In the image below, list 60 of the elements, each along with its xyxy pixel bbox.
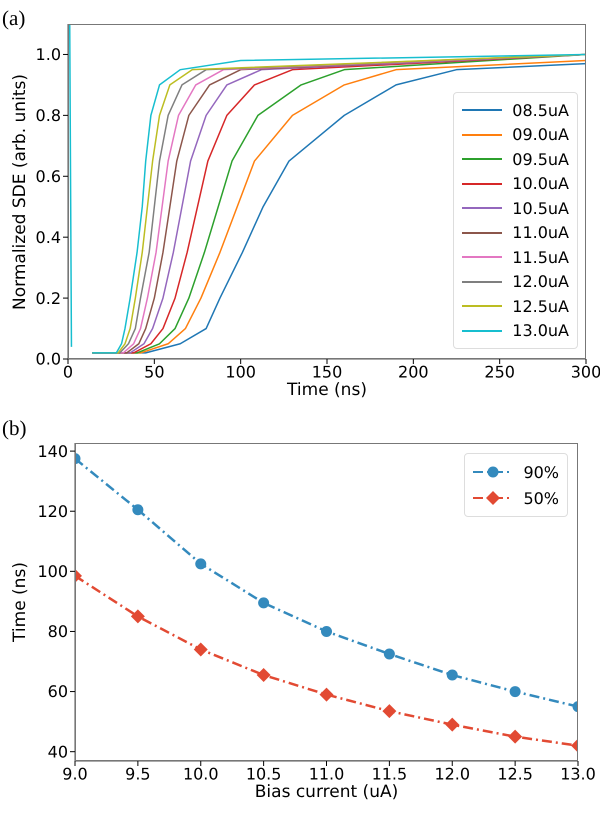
x-tick-label: 12.5	[497, 764, 533, 784]
x-tick-label: 9.5	[125, 764, 151, 784]
y-tick-label: 100	[37, 562, 68, 582]
y-tick-label: 0.4	[36, 228, 61, 247]
point	[195, 558, 206, 570]
y-tick-label: 0.6	[36, 166, 61, 186]
legend-label: 08.5uA	[512, 100, 569, 120]
point	[258, 597, 270, 608]
x-tick-label: 50	[144, 362, 165, 382]
x-tick-label: 11.5	[372, 764, 408, 784]
point	[508, 730, 522, 744]
x-tick-label: 0	[62, 362, 74, 382]
x-axis-title: Bias current (uA)	[254, 782, 400, 802]
legend-label: 12.0uA	[512, 272, 569, 292]
legend-label: 90%	[523, 462, 559, 482]
legend-label: 11.5uA	[512, 248, 569, 267]
legend-label: 09.0uA	[512, 125, 569, 144]
point	[256, 668, 271, 682]
x-tick-label: 13.0	[560, 764, 596, 784]
x-tick-label: 200	[398, 362, 429, 382]
y-tick-label: 140	[37, 442, 68, 461]
x-axis-title: Time (ns)	[286, 380, 368, 400]
point	[194, 642, 208, 656]
y-axis-title: Normalized SDE (arb. units)	[10, 74, 30, 310]
point	[321, 626, 332, 637]
y-tick-label: 60	[48, 682, 68, 702]
legend-label: 10.5uA	[512, 198, 569, 218]
x-tick-label: 100	[225, 362, 256, 382]
legend-label: 11.0uA	[512, 223, 569, 242]
point	[510, 686, 521, 698]
point	[384, 648, 395, 660]
legend-label: 13.0uA	[512, 321, 569, 340]
x-tick-label: 11.0	[308, 764, 344, 784]
y-tick-label: 0.2	[36, 288, 61, 308]
x-tick-label: 150	[312, 362, 342, 382]
point	[445, 718, 460, 732]
y-tick-label: 1.0	[36, 45, 61, 64]
legend-label: 09.5uA	[512, 150, 569, 169]
y-axis-title: Time (ns)	[10, 562, 30, 642]
y-tick-label: 80	[48, 622, 68, 642]
x-tick-label: 12.0	[434, 764, 470, 784]
x-tick-label: 10.5	[246, 764, 282, 784]
chart-title: (a)	[2, 6, 26, 31]
chart-title: (b)	[2, 416, 26, 441]
legend-label: 50%	[523, 488, 559, 508]
point	[382, 704, 396, 718]
x-tick-label: 9.0	[62, 764, 88, 784]
x-tick-label: 300	[570, 362, 602, 382]
y-tick-label: 0.8	[36, 106, 61, 126]
y-tick-label: 0.0	[36, 350, 61, 369]
x-tick-label: 10.0	[182, 764, 219, 784]
point	[130, 609, 145, 624]
point	[320, 688, 334, 702]
y-tick-label: 120	[37, 502, 68, 521]
point	[446, 670, 458, 681]
x-tick-label: 250	[484, 362, 515, 382]
legend-label: 10.0uA	[512, 174, 569, 194]
y-tick-label: 40	[48, 742, 68, 762]
point	[132, 504, 144, 516]
legend-label: 12.5uA	[512, 296, 569, 316]
